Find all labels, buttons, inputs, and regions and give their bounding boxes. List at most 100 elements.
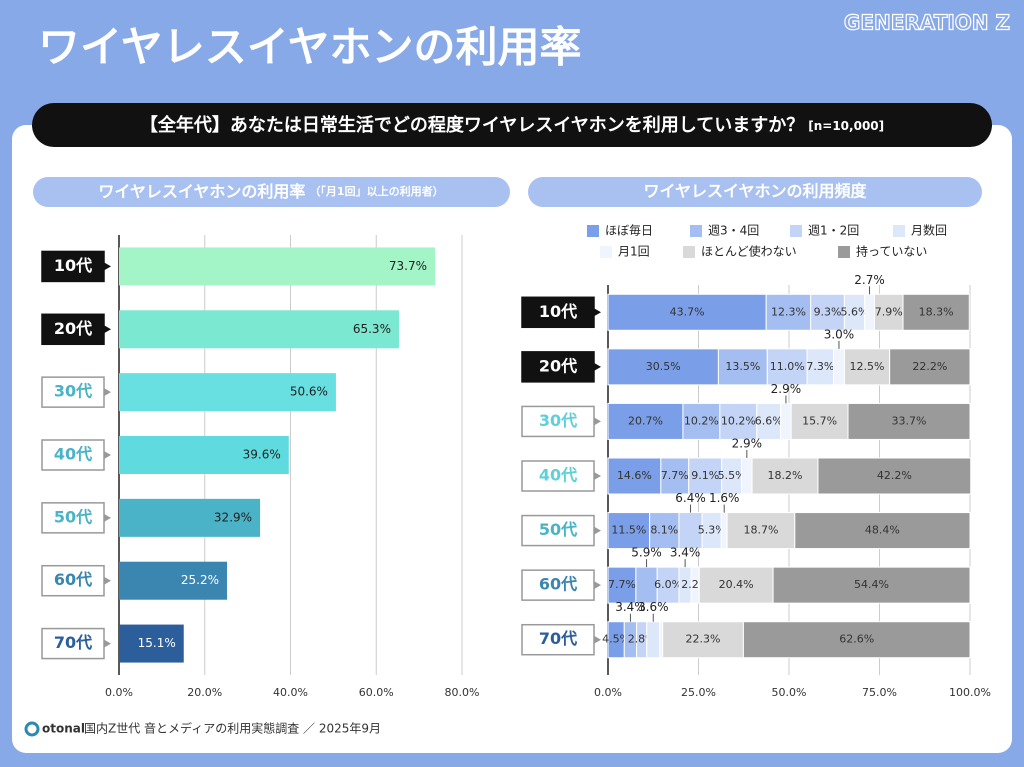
value-label: 48.4% — [865, 524, 900, 537]
category-box — [41, 376, 105, 408]
bar-segment — [720, 512, 728, 550]
x-tick-label: 75.0% — [862, 686, 897, 699]
value-label: 50.6% — [290, 385, 328, 399]
category-arrow — [104, 325, 111, 334]
value-label: 25.2% — [181, 573, 219, 587]
legend-label: ほとんど使わない — [701, 244, 797, 259]
chart1-header — [33, 177, 510, 207]
source: 国内Z世代 音とメディアの利用実態調査 ／ 2025年9月 — [84, 721, 381, 736]
bar-segment — [794, 512, 971, 550]
chart2-header — [528, 177, 982, 207]
value-label: 5.6% — [841, 305, 869, 318]
value-label: 10.2% — [684, 414, 719, 427]
bar-segment — [646, 621, 661, 659]
category-label: 60代 — [54, 570, 92, 589]
value-label: 2.9% — [732, 437, 763, 451]
value-label: 7.7% — [608, 578, 636, 591]
bar — [119, 561, 228, 600]
bar — [119, 247, 435, 286]
value-label: 4.5% — [602, 633, 630, 646]
value-label: 7.3% — [806, 360, 834, 373]
value-label: 13.5% — [725, 360, 760, 373]
category-arrow — [104, 639, 111, 648]
category-box — [521, 514, 595, 547]
value-label: 7.7% — [661, 469, 689, 482]
bar-segment — [843, 348, 891, 386]
category-label: 50代 — [54, 507, 92, 526]
category-box — [521, 623, 595, 656]
bar-segment — [682, 402, 721, 440]
value-label: 1.6% — [709, 491, 740, 505]
chart1-title: ワイヤレスイヤホンの利用率 — [98, 182, 305, 201]
category-arrow — [594, 308, 601, 317]
bar-segment — [889, 348, 971, 386]
category-label: 10代 — [54, 256, 92, 275]
category-arrow — [594, 472, 601, 480]
value-label: 18.2% — [768, 469, 803, 482]
value-label: 62.6% — [839, 633, 874, 646]
x-tick-label: 0.0% — [594, 686, 622, 699]
value-label: 5.3% — [698, 524, 726, 537]
category-arrow — [104, 262, 111, 271]
value-label: 12.3% — [771, 305, 806, 318]
value-label: 9.1% — [691, 469, 719, 482]
value-label: 30.5% — [646, 360, 681, 373]
value-label: 6.4% — [675, 491, 706, 505]
x-tick-label: 25.0% — [681, 686, 716, 699]
category-arrow — [594, 362, 601, 371]
category-label: 30代 — [54, 382, 92, 401]
category-label: 50代 — [539, 520, 577, 539]
x-tick-label: 100.0% — [949, 686, 991, 699]
bar — [119, 310, 399, 349]
bar-segment — [607, 293, 767, 331]
value-label: 33.7% — [892, 414, 927, 427]
legend-label: 月1回 — [618, 245, 650, 259]
sample-size: [n=10,000] — [808, 119, 884, 133]
bar-segment — [607, 512, 651, 550]
page-title: ワイヤレスイヤホンの利用率 — [38, 23, 581, 72]
category-label: 70代 — [54, 633, 92, 652]
category-box — [41, 564, 105, 597]
legend-swatch — [587, 225, 599, 237]
bar-segment — [772, 566, 971, 604]
chart1-subtitle: （「月1回」以上の利用者） — [309, 184, 443, 198]
brand: GENERATION Z — [844, 11, 1010, 35]
logo-mark — [24, 721, 40, 737]
bar-segment — [806, 348, 835, 386]
legend-label: 週1・2回 — [808, 224, 859, 238]
category-arrow — [104, 388, 111, 397]
category-arrow — [594, 417, 601, 426]
value-label: 11.0% — [770, 360, 805, 373]
bar-segment — [833, 348, 845, 386]
value-label: 42.2% — [877, 469, 912, 482]
bar-segment — [742, 621, 971, 659]
chart2-title: ワイヤレスイヤホンの利用頻度 — [643, 182, 867, 201]
legend-label: 週3・4回 — [708, 224, 759, 238]
category-box — [41, 439, 105, 471]
bar-segment — [817, 457, 972, 495]
question: 【全年代】あなたは日常生活でどの程度ワイヤレスイヤホンを利用していますか？ [n=… — [140, 114, 884, 136]
legend-label: 月数回 — [911, 223, 947, 238]
bar-segment — [607, 402, 684, 440]
legend-swatch — [838, 246, 850, 258]
category-label: 40代 — [54, 445, 92, 464]
bar-segment — [719, 402, 758, 440]
value-label: 6.0% — [654, 578, 682, 591]
logo: otonal — [42, 722, 85, 736]
x-tick-label: 80.0% — [445, 686, 480, 699]
category-arrow — [104, 513, 111, 522]
category-label: 70代 — [539, 629, 577, 648]
value-label: 18.3% — [919, 305, 954, 318]
category-box — [41, 627, 105, 660]
bar — [119, 624, 184, 663]
question-bar — [32, 103, 992, 147]
category-box — [521, 351, 595, 383]
bar-segment — [847, 402, 971, 440]
category-arrow — [104, 451, 111, 459]
value-label: 2.7% — [854, 273, 885, 287]
value-label: 65.3% — [353, 322, 391, 336]
value-label: 8.1% — [650, 524, 678, 537]
category-box — [521, 569, 595, 601]
value-label: 2.9% — [771, 382, 802, 396]
category-label: 30代 — [539, 411, 577, 430]
